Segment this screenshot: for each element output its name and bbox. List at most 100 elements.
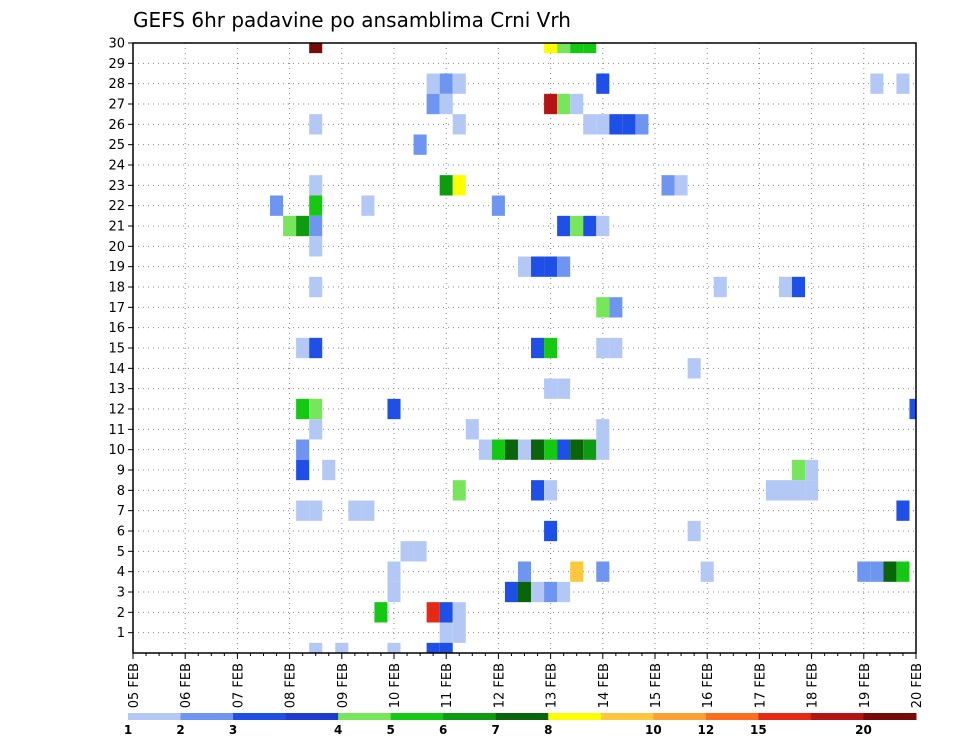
heatmap-cell <box>544 256 558 277</box>
heatmap-cell <box>361 500 375 521</box>
legend-label: 10 <box>645 723 662 737</box>
y-tick-label: 21 <box>108 220 125 235</box>
heatmap-cell <box>805 459 819 481</box>
legend-swatch <box>548 713 602 720</box>
heatmap-cell <box>570 439 584 460</box>
legend-swatch <box>233 713 287 720</box>
heatmap-cell <box>896 500 910 521</box>
heatmap-cell <box>309 419 323 440</box>
heatmap-cell <box>792 480 806 501</box>
heatmap-cell <box>517 439 532 460</box>
heatmap-cell <box>596 114 610 135</box>
heatmap-cell <box>387 581 401 603</box>
heatmap-cell <box>439 73 453 94</box>
heatmap-cell <box>296 500 310 521</box>
heatmap-cells <box>270 43 916 653</box>
heatmap-cell <box>478 439 492 460</box>
y-tick-label: 13 <box>108 382 125 397</box>
heatmap-cell <box>544 337 558 359</box>
heatmap-cell <box>544 93 558 115</box>
heatmap-cell <box>296 337 310 359</box>
heatmap-cell <box>792 459 806 481</box>
heatmap-cell <box>309 398 323 420</box>
heatmap-cell <box>765 480 779 501</box>
heatmap-cell <box>557 581 571 603</box>
heatmap-cell <box>335 642 349 653</box>
legend-swatch <box>705 713 759 720</box>
x-tick-label: 07 FEB <box>231 663 246 708</box>
heatmap-cell <box>452 622 466 643</box>
y-tick-label: 22 <box>108 199 125 214</box>
heatmap-cell <box>687 358 701 379</box>
x-tick-label: 09 FEB <box>336 663 351 708</box>
x-tick-label: 13 FEB <box>545 663 560 708</box>
heatmap-cell <box>296 439 310 460</box>
legend-swatch <box>443 713 497 720</box>
legend-label: 15 <box>750 723 767 737</box>
x-tick-label: 05 FEB <box>127 663 142 708</box>
heatmap-cell <box>596 337 610 359</box>
legend-swatch <box>653 713 707 720</box>
x-tick-label: 08 FEB <box>284 663 299 708</box>
heatmap-cell <box>583 215 597 237</box>
y-tick-label: 6 <box>117 525 125 540</box>
heatmap-cell <box>309 195 323 216</box>
heatmap-cell <box>517 581 532 603</box>
heatmap-cell <box>439 93 453 115</box>
y-tick-label: 15 <box>108 342 125 357</box>
heatmap-cell <box>465 419 479 440</box>
heatmap-cell <box>857 561 871 582</box>
legend-label: 20 <box>855 723 872 737</box>
legend-swatch <box>495 713 549 720</box>
heatmap-cell <box>452 602 466 623</box>
heatmap-cell <box>283 215 297 237</box>
heatmap-cell <box>583 43 597 54</box>
y-tick-label: 18 <box>108 281 125 296</box>
y-tick-label: 9 <box>117 464 125 479</box>
heatmap-cell <box>504 581 518 603</box>
heatmap-cell <box>309 276 323 298</box>
heatmap-cell <box>778 276 793 298</box>
y-tick-label: 2 <box>117 606 125 621</box>
heatmap-cell <box>413 134 427 155</box>
y-tick-label: 3 <box>117 586 125 601</box>
heatmap-cell <box>309 43 323 54</box>
y-tick-label: 20 <box>108 240 125 255</box>
legend-label: 5 <box>386 723 394 737</box>
legend-swatch <box>863 713 917 720</box>
x-tick-label: 19 FEB <box>858 663 873 708</box>
y-tick-label: 19 <box>108 260 125 275</box>
x-tick-label: 11 FEB <box>440 663 455 708</box>
x-tick-label: 10 FEB <box>388 663 403 708</box>
heatmap-cell <box>609 337 623 359</box>
heatmap-cell <box>557 439 571 460</box>
y-axis: 1234567891011121314151617181920212223242… <box>108 37 133 641</box>
heatmap-cell <box>413 541 427 562</box>
y-tick-label: 24 <box>108 159 125 174</box>
heatmap-cell <box>452 480 466 501</box>
heatmap-cell <box>883 561 897 582</box>
heatmap-cell <box>570 93 584 115</box>
heatmap-cell <box>687 520 701 542</box>
color-legend: 1 2 3 4 5 6 7 8 10 12 15 20 <box>124 713 917 737</box>
heatmap-cell <box>531 480 545 501</box>
heatmap-cell <box>596 419 610 440</box>
heatmap-cell <box>596 73 610 94</box>
heatmap-cell <box>309 175 323 196</box>
y-tick-label: 27 <box>108 98 125 113</box>
heatmap-cell <box>870 73 884 94</box>
heatmap-cell <box>491 439 505 460</box>
heatmap-cell <box>531 337 545 359</box>
heatmap-cell <box>361 195 375 216</box>
legend-label: 7 <box>492 723 500 737</box>
heatmap-cell <box>348 500 362 521</box>
heatmap-cell <box>596 215 610 237</box>
x-tick-label: 18 FEB <box>806 663 821 708</box>
heatmap-cell <box>426 642 440 653</box>
heatmap-cell <box>309 236 323 257</box>
y-tick-label: 23 <box>108 179 125 194</box>
legend-swatch <box>810 713 864 720</box>
legend-swatch <box>758 713 812 720</box>
heatmap-cell <box>296 215 310 237</box>
heatmap-cell <box>544 439 558 460</box>
